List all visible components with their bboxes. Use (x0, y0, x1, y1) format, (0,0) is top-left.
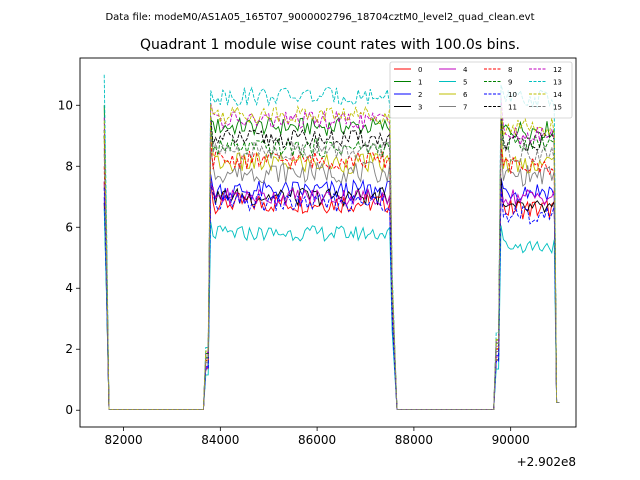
legend-label-5: 5 (463, 79, 467, 87)
series-line-2 (103, 174, 560, 411)
y-tick-label: 0 (65, 403, 73, 417)
x-tick-label: 90000 (492, 433, 530, 447)
series-line-7 (103, 147, 560, 411)
series-line-4 (103, 181, 560, 411)
legend-label-9: 9 (508, 79, 512, 87)
y-tick-label: 8 (65, 159, 73, 173)
x-tick-label: 84000 (201, 433, 239, 447)
series-line-0 (103, 180, 560, 411)
x-tick-label: 88000 (395, 433, 433, 447)
series-line-15 (103, 132, 560, 411)
legend-label-13: 13 (553, 79, 562, 87)
legend-label-10: 10 (508, 91, 517, 99)
x-tick-label: 82000 (104, 433, 142, 447)
legend-label-6: 6 (463, 91, 468, 99)
series-line-5 (103, 208, 560, 411)
series-line-12 (103, 97, 560, 411)
series-line-11 (103, 116, 560, 411)
series-line-1 (103, 105, 560, 411)
legend-label-15: 15 (553, 104, 562, 112)
x-tick-label: 86000 (298, 433, 336, 447)
legend-label-12: 12 (553, 66, 562, 74)
series-line-14 (103, 104, 560, 411)
y-tick-label: 4 (65, 281, 73, 295)
legend-label-2: 2 (418, 91, 422, 99)
series-line-8 (103, 138, 560, 411)
series-layer (103, 74, 560, 411)
y-axis: 0 2 4 6 8 10 (58, 98, 80, 417)
legend-label-3: 3 (418, 104, 422, 112)
y-tick-label: 2 (65, 342, 73, 356)
y-tick-label: 10 (58, 98, 73, 112)
legend-label-8: 8 (508, 66, 512, 74)
data-file-label: Data file: modeM0/AS1A05_165T07_90000027… (105, 12, 534, 23)
plot-frame (79, 57, 577, 428)
series-line-9 (103, 116, 560, 411)
series-line-3 (103, 177, 560, 411)
x-offset-label: +2.902e8 (517, 455, 576, 469)
legend-box (389, 61, 573, 119)
legend-label-4: 4 (463, 66, 468, 74)
series-line-10 (103, 182, 560, 411)
legend-label-14: 14 (553, 91, 562, 99)
chart-title: Quadrant 1 module wise count rates with … (140, 37, 520, 53)
legend-label-1: 1 (418, 79, 422, 87)
legend-label-7: 7 (463, 104, 467, 112)
series-line-13 (103, 74, 560, 411)
x-axis: 82000 84000 86000 88000 90000 (104, 427, 530, 447)
y-tick-label: 6 (65, 220, 73, 234)
series-line-6 (103, 125, 560, 411)
legend-label-0: 0 (418, 66, 422, 74)
legend-label-11: 11 (508, 104, 517, 112)
